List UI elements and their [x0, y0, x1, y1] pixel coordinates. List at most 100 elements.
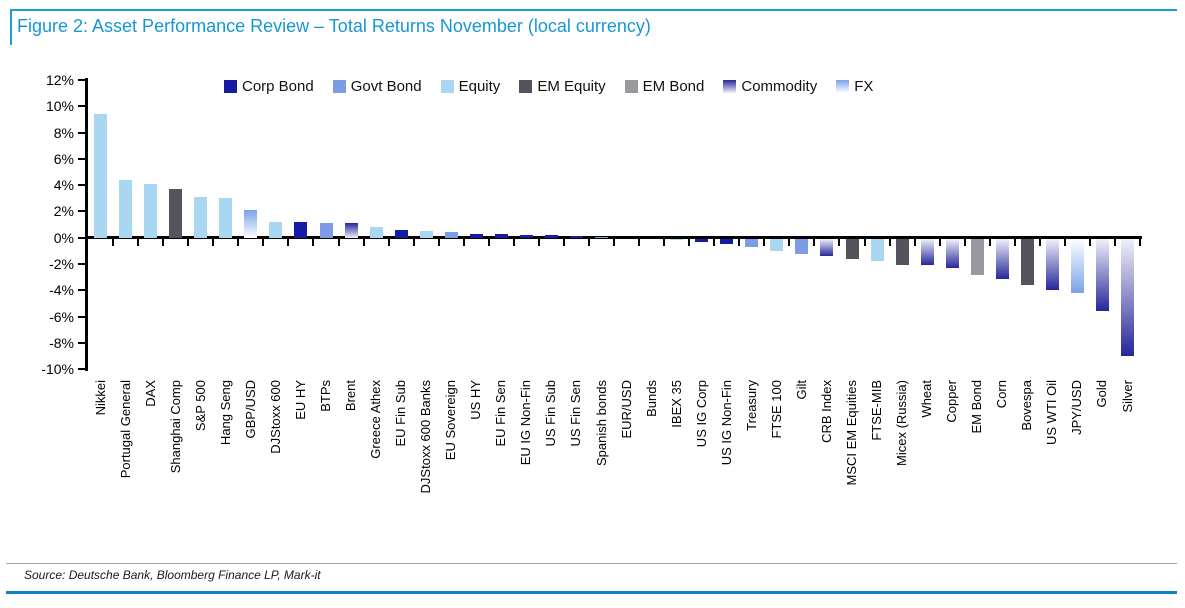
x-tick — [112, 239, 114, 246]
bar-us-fin-sub — [544, 235, 558, 238]
x-tick — [813, 239, 816, 246]
x-label-btps: BTPs — [318, 380, 333, 412]
x-label-bovespa: Bovespa — [1019, 380, 1035, 431]
bar-us-ig-corp — [695, 239, 709, 242]
x-tick — [713, 239, 716, 246]
y-tick-label-10: 10% — [45, 98, 74, 115]
bar-copper — [945, 239, 959, 269]
x-label-us-wti-oil: US WTI Oil — [1044, 380, 1060, 445]
x-tick — [412, 239, 415, 246]
x-tick — [1114, 239, 1116, 246]
x-label-nikkei: Nikkei — [92, 380, 108, 416]
bar-em-bond — [970, 239, 984, 275]
legend-swatch-govt-bond — [332, 80, 346, 93]
bar-dax — [144, 183, 158, 238]
legend-label-em-equity: EM Equity — [537, 78, 606, 95]
legend-swatch-em-bond — [624, 80, 638, 93]
footer-bottom-rule — [6, 591, 1177, 594]
bar-ibex-35 — [670, 239, 684, 241]
bar-corn — [995, 239, 1009, 279]
x-tick — [1038, 239, 1041, 246]
y-tick-4 — [78, 184, 85, 187]
x-tick — [838, 239, 841, 246]
bar-eu-fin-sen — [494, 233, 508, 238]
bar-gilt — [795, 239, 809, 254]
x-label-copper: Copper — [944, 380, 960, 423]
x-tick — [888, 239, 891, 246]
x-label-crb-index: CRB Index — [818, 380, 834, 443]
title-left-rule — [10, 9, 12, 45]
x-label-brent: Brent — [343, 380, 358, 412]
x-label-spanish-bonds: Spanish bonds — [593, 380, 609, 467]
bar-btps — [319, 223, 333, 238]
y-tick-label-8: 8% — [53, 124, 74, 141]
y-tick--6 — [78, 315, 85, 318]
x-label-jpy-usd: JPY/USD — [1069, 380, 1085, 435]
legend-swatch-commodity — [723, 80, 737, 93]
bar-gold — [1095, 239, 1109, 312]
x-tick — [1013, 239, 1016, 246]
x-label-djstoxx-600-banks: DJStoxx 600 Banks — [418, 380, 434, 494]
x-tick — [462, 239, 465, 246]
x-label-ftse-mib: FTSE-MIB — [869, 380, 884, 441]
x-tick — [1063, 239, 1066, 246]
x-label-greece-athex: Greece Athex — [368, 380, 383, 459]
legend-item-fx: FX — [836, 78, 873, 95]
x-label-eu-hy: EU HY — [292, 380, 308, 420]
y-tick-label--2: -2% — [49, 256, 74, 272]
legend-item-equity: Equity — [440, 78, 501, 95]
source-note: Source: Deutsche Bank, Bloomberg Finance… — [24, 568, 321, 582]
x-label-djstoxx-600: DJStoxx 600 — [267, 380, 283, 454]
footer-divider — [6, 563, 1177, 564]
x-tick — [562, 239, 565, 246]
bar-eu-fin-sub — [394, 229, 408, 238]
bar-jpy-usd — [1070, 239, 1084, 294]
x-tick — [487, 239, 490, 246]
x-tick — [738, 239, 741, 246]
x-label-eu-sovereign: EU Sovereign — [443, 380, 459, 461]
bar-eu-hy — [294, 221, 308, 238]
bar-us-fin-sen — [569, 236, 583, 238]
x-tick — [362, 239, 365, 246]
bar-crb-index — [820, 239, 834, 257]
y-tick-8 — [78, 131, 85, 134]
legend-item-em-bond: EM Bond — [624, 78, 704, 95]
bar-gbp-usd — [244, 210, 258, 238]
bar-spanish-bonds — [595, 237, 608, 238]
x-tick — [688, 239, 691, 246]
bar-silver — [1121, 239, 1134, 357]
y-tick-label--6: -6% — [49, 308, 74, 325]
x-label-dax: DAX — [142, 380, 158, 407]
title-top-rule — [10, 9, 1177, 11]
x-label-shanghai-comp: Shanghai Comp — [167, 380, 183, 474]
x-tick — [337, 239, 340, 246]
y-tick-2 — [78, 210, 85, 213]
y-tick-label-0: 0% — [53, 229, 74, 246]
x-label-eu-fin-sen: EU Fin Sen — [493, 380, 509, 447]
bar-greece-athex — [369, 227, 383, 238]
x-tick — [512, 239, 515, 246]
y-tick-label--8: -8% — [49, 334, 74, 351]
x-label-gbp-usd: GBP/USD — [242, 380, 258, 439]
x-label-s-p-500: S&P 500 — [192, 380, 208, 432]
x-label-bunds: Bunds — [643, 380, 659, 417]
y-tick-10 — [78, 105, 85, 108]
x-label-em-bond: EM Bond — [969, 380, 985, 434]
x-tick — [663, 239, 666, 246]
y-tick--4 — [78, 289, 85, 292]
x-tick — [437, 239, 440, 246]
legend-item-commodity: Commodity — [723, 78, 817, 95]
legend-label-equity: Equity — [458, 78, 501, 95]
bar-brent — [344, 223, 358, 238]
x-label-treasury: Treasury — [743, 380, 759, 431]
x-tick — [988, 239, 991, 246]
y-tick-12 — [78, 79, 85, 81]
y-tick-label--10: -10% — [41, 361, 74, 378]
y-tick-label-2: 2% — [53, 203, 74, 220]
x-tick — [788, 239, 791, 246]
legend-swatch-fx — [836, 80, 850, 93]
x-tick — [287, 239, 290, 246]
bar-eu-ig-non-fin — [519, 235, 533, 238]
x-label-hang-seng: Hang Seng — [217, 380, 233, 446]
bar-ftse-mib — [870, 239, 884, 262]
